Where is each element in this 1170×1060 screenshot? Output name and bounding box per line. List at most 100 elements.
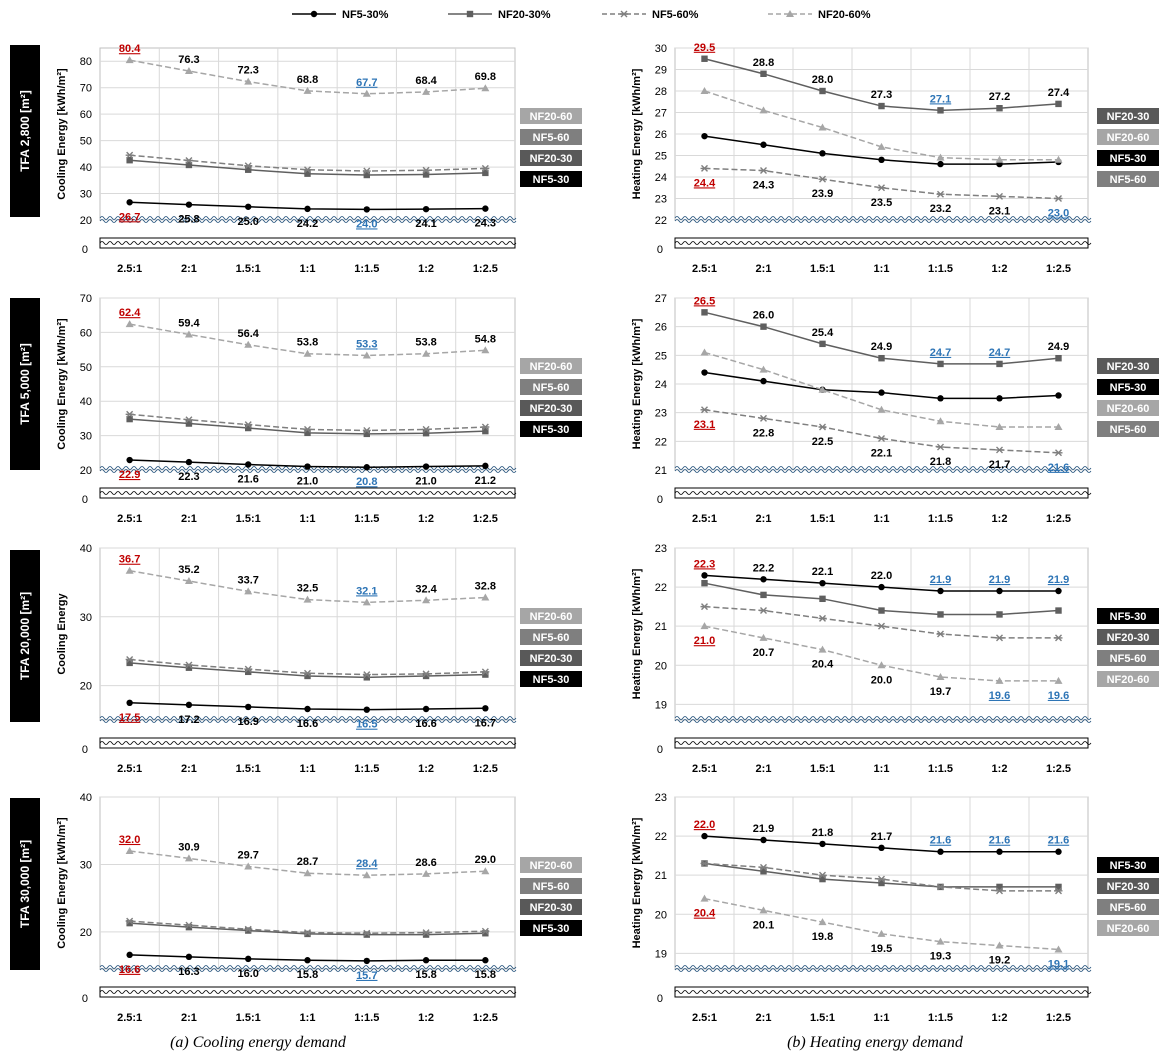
y-tick-label: 40 [80,396,92,408]
data-point [125,566,134,574]
caption-left: (a) Cooling energy demand [170,1034,347,1051]
data-point [701,572,708,579]
data-point [759,863,768,871]
side-legend-label: NF5-60 [533,382,570,394]
x-tick-label: 2:1 [181,513,197,525]
data-label: 33.7 [238,574,259,586]
data-point [1055,100,1062,108]
side-legend-label: NF20-60 [530,860,573,872]
data-point [185,458,193,466]
data-point [481,593,490,601]
axis-break-band [99,986,516,998]
y-tick-label: 21 [655,621,667,633]
side-legend-label: NF5-30 [1110,860,1147,872]
side-legend-box [520,108,582,124]
data-point [819,875,826,883]
data-point [937,160,944,168]
data-point [481,423,490,431]
data-point [244,925,253,933]
data-label: 19.6 [1048,690,1069,702]
y-zero-label: 0 [82,993,88,1005]
data-point [304,705,311,713]
data-label: 21.6 [238,473,259,485]
data-point [362,351,371,359]
y-zero-label: 0 [657,744,663,756]
data-label: 21.6 [1048,835,1069,847]
plot-area [99,47,516,221]
data-point [185,420,193,427]
data-point [936,153,945,161]
data-point [877,405,886,413]
data-point [700,859,709,867]
y-axis-label: Cooling Energy [kWh/m²] [56,318,68,450]
x-tick-label: 1:2 [992,763,1008,775]
x-tick-label: 1:1.5 [354,1012,379,1024]
x-tick-label: 1:2 [418,513,434,525]
data-point [303,595,312,603]
data-point [244,862,253,870]
data-label: 24.4 [694,177,716,189]
axis-break-wave [99,741,517,745]
data-point [878,389,885,396]
data-point [363,706,370,713]
side-legend-box [520,379,582,395]
axis-break-wave [99,491,517,495]
data-point [1055,607,1062,614]
data-point [701,369,708,376]
data-label: 67.7 [356,77,377,89]
side-legend-box [1097,171,1159,187]
data-point [936,937,945,945]
side-legend-label: NF5-30 [533,674,570,686]
y-tick-label: 19 [655,948,667,960]
data-point [700,622,709,630]
data-point [422,957,430,964]
data-point [878,355,885,362]
y-axis-label: Heating Energy [kWh/m²] [631,68,643,199]
chart-panel: 20 30 40 50 60 70 0 2.5:1 2:1 1.5:1 1:1 1:1.5 1:2 1:2… [56,293,582,525]
data-point [936,673,945,680]
x-tick-label: 1.5:1 [810,763,835,775]
data-label: 68.4 [415,75,437,87]
data-point [422,429,430,437]
data-point [995,192,1004,200]
data-point [244,162,253,170]
x-tick-label: 1:2 [992,263,1008,275]
plot-area [99,297,516,471]
y-tick-label: 25 [655,151,667,163]
data-label: 24.7 [930,347,951,359]
legend-marker [466,10,474,18]
row-labels: TFA 2,800 [m²] TFA 5,000 [m²] TFA 20,000 [… [10,45,40,970]
data-point [759,106,768,114]
data-point [818,123,827,131]
data-label: 32.0 [119,834,140,846]
y-tick-label: 60 [80,109,92,121]
y-tick-label: 30 [80,189,92,201]
data-label: 22.3 [178,471,199,483]
data-point [936,417,945,425]
data-point [185,664,193,671]
y-tick-label: 30 [655,43,667,55]
data-point [185,161,193,169]
data-point [818,175,827,183]
x-tick-label: 1.5:1 [236,1012,261,1024]
side-legend-box [1097,671,1159,687]
data-label: 32.8 [475,581,496,593]
data-point [304,463,311,470]
y-zero-label: 0 [82,744,88,756]
data-point [363,674,370,681]
data-point [760,70,767,77]
y-tick-label: 22 [655,436,667,448]
side-legend-label: NF20-30 [530,653,573,665]
side-legend-label: NF5-30 [533,923,570,935]
x-tick-label: 1:1 [874,263,890,275]
data-label: 22.1 [812,566,833,578]
axis-break-wave [99,990,517,994]
data-point [481,867,490,875]
y-axis-label: Cooling Energy [kWh/m²] [56,817,68,949]
plot-area [99,796,516,970]
chart-panel: 22 23 24 25 26 27 28 29 30 0 2.5:1 2:1 1.5:1 1:1 1:1.5… [631,42,1159,275]
data-point [481,164,490,172]
data-point [303,669,312,677]
data-point [126,415,133,423]
data-label: 25.8 [178,214,199,226]
